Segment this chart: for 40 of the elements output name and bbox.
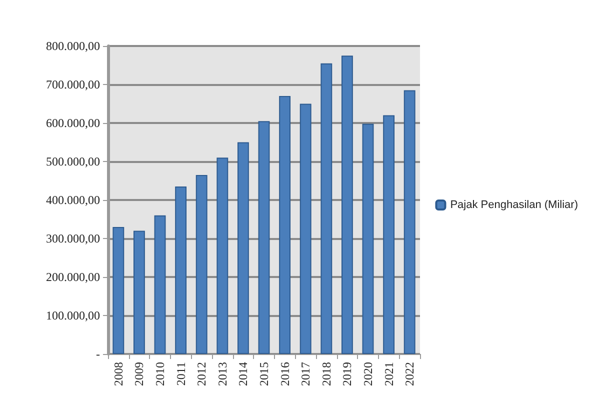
x-tick-label: 2013 <box>215 362 230 386</box>
y-tick-label: 100.000,00 <box>46 308 100 322</box>
x-tick-label: 2018 <box>319 362 334 386</box>
bar <box>112 226 124 354</box>
bar <box>154 215 166 354</box>
x-tick-label: 2022 <box>402 362 417 386</box>
x-tick-label: 2016 <box>278 362 292 386</box>
y-tick-label: 500.000,00 <box>46 154 100 168</box>
y-tick-label: 400.000,00 <box>46 193 100 207</box>
bar <box>383 115 395 354</box>
x-tick-label: 2021 <box>382 362 396 386</box>
y-tick-label: - <box>96 347 100 361</box>
y-tick-label: 300.000,00 <box>46 232 100 246</box>
bar <box>300 104 312 354</box>
bar <box>133 230 145 354</box>
bar <box>404 90 416 354</box>
bar <box>216 158 228 354</box>
bar <box>237 142 249 354</box>
y-tick-label: 600.000,00 <box>46 116 100 130</box>
x-tick-label: 2008 <box>111 362 126 386</box>
x-tick-label: 2010 <box>153 362 167 386</box>
bar <box>279 96 291 354</box>
x-tick-label: 2017 <box>298 362 313 386</box>
bar <box>362 124 374 354</box>
x-tick-label: 2014 <box>236 362 250 386</box>
x-tick-label: 2011 <box>174 362 188 386</box>
x-tick-label: 2009 <box>132 362 146 386</box>
x-tick-label: 2012 <box>194 362 209 386</box>
bar <box>341 56 353 354</box>
y-tick-label: 700.000,00 <box>46 78 100 92</box>
bar <box>196 174 208 354</box>
x-tick-label: 2015 <box>257 362 271 386</box>
bar <box>258 121 270 354</box>
y-tick-label: 200.000,00 <box>46 270 100 284</box>
bar <box>175 186 187 354</box>
bar <box>320 63 332 354</box>
legend-label: Pajak Penghasilan (Miliar) <box>450 199 578 211</box>
y-tick-label: 800.000,00 <box>46 39 100 53</box>
x-tick-label: 2020 <box>361 362 375 386</box>
x-tick-label: 2019 <box>340 362 354 386</box>
